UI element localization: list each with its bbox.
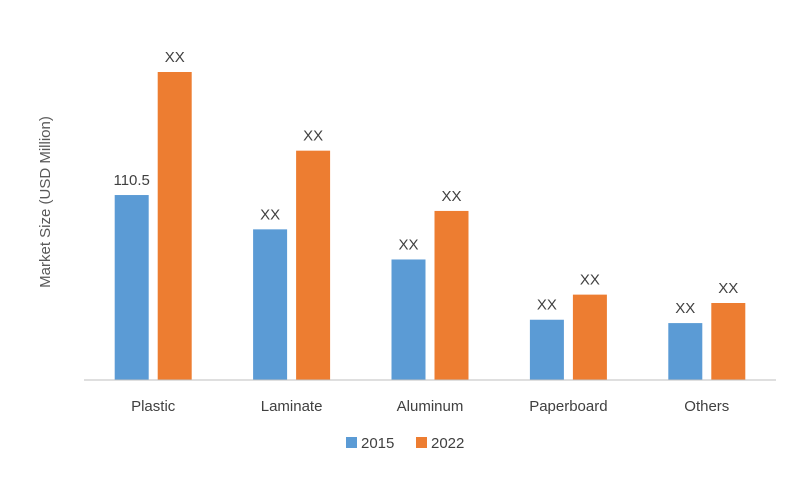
bar-aluminum-2022 [434,210,469,380]
category-label-plastic: Plastic [131,398,176,415]
data-label-laminate-2022: XX [303,128,323,145]
bar-plastic-2022 [157,72,192,380]
data-label-paperboard-2022: XX [580,272,600,289]
bar-plastic-2015 [114,195,149,380]
data-labels-group: 110.5 XX XX XX XX XX XX XX XX XX [113,49,738,317]
legend-swatch-2015 [346,437,357,448]
data-label-aluminum-2015: XX [398,236,418,253]
data-label-paperboard-2015: XX [537,297,557,314]
legend-label-2022: 2022 [431,435,464,452]
bars-group [114,72,746,380]
data-label-laminate-2015: XX [260,206,280,223]
bar-others-2022 [711,303,746,380]
category-label-laminate: Laminate [261,398,323,415]
data-label-others-2022: XX [718,280,738,297]
legend: 2015 2022 [346,435,464,452]
category-labels-group: Plastic Laminate Aluminum Paperboard Others [131,398,729,415]
category-label-paperboard: Paperboard [529,398,607,415]
legend-swatch-2022 [416,437,427,448]
data-label-plastic-2015: 110.5 [113,172,149,189]
bar-paperboard-2022 [572,294,607,380]
data-label-others-2015: XX [675,300,695,317]
y-axis-title: Market Size (USD Million) [37,116,54,288]
bar-others-2015 [668,323,703,380]
data-label-plastic-2022: XX [165,49,185,66]
bar-laminate-2015 [253,229,288,380]
category-label-aluminum: Aluminum [397,398,464,415]
category-label-others: Others [684,398,729,415]
bar-laminate-2022 [296,150,331,380]
data-label-aluminum-2022: XX [441,188,461,205]
legend-label-2015: 2015 [361,435,394,452]
bar-aluminum-2015 [391,259,426,380]
bar-paperboard-2015 [529,319,564,380]
